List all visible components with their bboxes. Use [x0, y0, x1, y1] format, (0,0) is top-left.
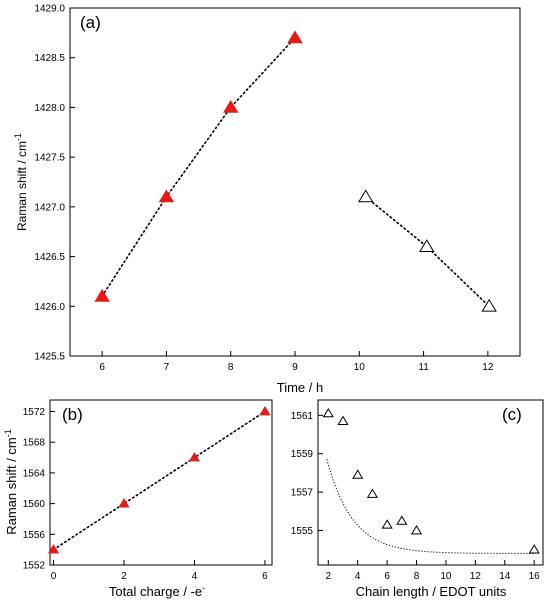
panel-c-marks [322, 407, 540, 554]
panel-c-y-tick-label: 1557 [291, 488, 314, 499]
panel-b-point [47, 544, 60, 554]
panel-c-ticks: 2 4 6 8 10 12 14 16 1555 1557 1559 1561 [291, 411, 540, 582]
panel-a-x-tick-label: 7 [164, 362, 170, 373]
panel-c-point [337, 415, 349, 425]
panel-c-y-tick-label: 1561 [291, 411, 314, 422]
panel-b-y-tick-label: 1568 [23, 438, 46, 449]
panel-a-y-tick-label: 1429.0 [34, 4, 65, 15]
panel-a-y-axis-unit-superscript: -1 [13, 133, 23, 141]
panel-b-x-axis-label: Total charge / -e- [109, 583, 205, 599]
panel-a-y-tick-label: 1427.0 [34, 202, 65, 213]
panel-c-x-tick-label: 6 [384, 571, 390, 582]
panel-a-x-axis-label: Time / h [277, 380, 324, 395]
panel-c-point [366, 488, 379, 498]
panel-a-label: (a) [80, 13, 101, 32]
panel-b-x-tick-label: 2 [121, 571, 127, 582]
panel-c-point [528, 544, 540, 554]
panel-b-marks [47, 406, 271, 554]
panel-b-x-axis-unit-superscript: - [202, 583, 205, 593]
panel-a-marks [94, 30, 497, 312]
panel-b-y-axis-unit-superscript: -1 [3, 429, 13, 437]
panel-c-point [352, 469, 364, 479]
panel-a-x-tick-label: 11 [418, 362, 429, 373]
panel-a-x-tick-label: 9 [292, 362, 298, 373]
panel-b-y-axis-title: Raman shift / cm [4, 437, 19, 535]
panel-a-y-tick-label: 1426.0 [34, 302, 65, 313]
panel-b-y-tick-label: 1560 [23, 499, 46, 510]
panel-a-chart: (a) Time / h Raman shift / cm-1 6 7 8 9 10 11… [13, 4, 521, 395]
panel-c-x-tick-label: 10 [440, 571, 452, 582]
panel-b-y-axis-label: Raman shift / cm-1 [3, 429, 19, 535]
panel-b-y-tick-label: 1564 [23, 468, 46, 479]
panel-a-x-tick-label: 6 [99, 362, 105, 373]
panel-a-x-tick-label: 12 [482, 362, 494, 373]
panel-b-x-axis-title: Total charge / -e [109, 584, 202, 599]
panel-a-y-tick-label: 1427.5 [34, 153, 65, 164]
panel-a-x-axis-title: Time [277, 380, 305, 395]
panel-c-y-tick-label: 1559 [291, 449, 314, 460]
panel-c-x-axis-label: Chain length / EDOT units [356, 584, 507, 599]
panel-a-y-tick-label: 1425.5 [34, 352, 65, 363]
panel-a-point [223, 99, 239, 113]
panel-c-chart: (c) Chain length / EDOT units 2 4 6 8 10 12 14… [291, 399, 544, 599]
panel-a-y-axis-title: Raman shift / cm [15, 141, 29, 231]
panel-b-label: (b) [62, 405, 83, 424]
panel-c-point [396, 515, 408, 525]
panel-b-point [118, 498, 130, 508]
panel-a-x-tick-label: 8 [228, 362, 234, 373]
panel-a-point [94, 288, 110, 302]
panel-b-y-tick-label: 1572 [23, 407, 46, 418]
panel-c-y-tick-label: 1555 [291, 526, 314, 537]
panel-c-x-tick-label: 16 [529, 571, 541, 582]
panel-c-x-tick-label: 14 [499, 571, 511, 582]
panel-c-x-tick-label: 8 [414, 571, 420, 582]
panel-a-point [358, 189, 374, 203]
panel-b-x-tick-label: 0 [51, 571, 57, 582]
panel-a-y-tick-label: 1428.0 [34, 103, 65, 114]
panel-b-x-tick-label: 6 [262, 571, 268, 582]
panel-a-series-0-line [101, 36, 296, 298]
panel-b-y-tick-label: 1556 [23, 530, 46, 541]
panel-a-y-tick-label: 1428.5 [34, 53, 65, 64]
panel-c-x-tick-label: 12 [470, 571, 482, 582]
panel-a-x-axis-unit: / h [309, 380, 323, 395]
panel-b-point [188, 452, 201, 462]
panel-c-frame [317, 399, 544, 566]
panel-c-point [381, 519, 393, 529]
panel-a-point [287, 30, 303, 44]
panel-a-y-tick-label: 1426.5 [34, 252, 65, 263]
panel-a-ticks: 6 7 8 9 10 11 12 1425.5 1426.0 1426.5 1427.0 1427.5… [34, 4, 493, 374]
panel-c-fit-curve [326, 459, 535, 554]
panel-a-x-tick-label: 10 [354, 362, 366, 373]
panel-b-frame [49, 399, 273, 566]
panel-b-y-tick-label: 1552 [23, 561, 46, 572]
panel-c-x-tick-label: 4 [355, 571, 361, 582]
panel-a-y-axis-label: Raman shift / cm-1 [13, 133, 29, 231]
panel-a-point [158, 189, 175, 203]
panel-a-point [481, 298, 497, 312]
panel-a-point [419, 239, 435, 253]
panel-b-point [259, 406, 271, 416]
panel-b-chart: (b) Total charge / -e- Raman shift / cm-… [3, 399, 273, 599]
panel-b-series-0-line [52, 410, 266, 551]
panel-b-x-tick-label: 4 [192, 571, 198, 582]
panel-b-ticks: 0 2 4 6 1552 1556 1560 1564 1568 1572 [23, 407, 268, 582]
panel-c-point [410, 524, 423, 535]
panel-c-label: (c) [502, 405, 522, 424]
panel-c-x-tick-label: 2 [326, 571, 332, 582]
panel-c-point [322, 407, 334, 418]
